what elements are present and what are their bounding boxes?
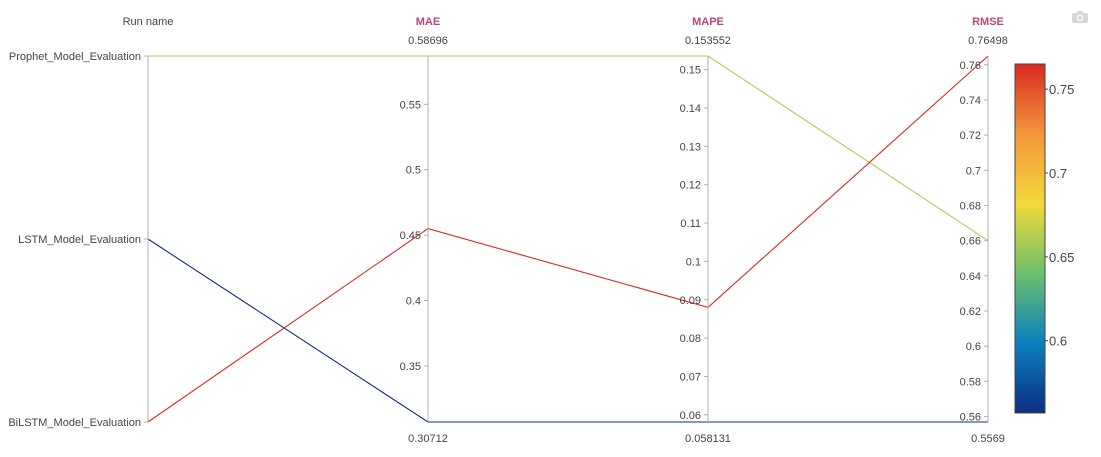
- colorbar-tick-label: 0.75: [1049, 82, 1074, 97]
- tick-label: 0.4: [406, 296, 421, 308]
- colorbar-tick-label: 0.65: [1049, 250, 1074, 265]
- tick-label: 0.15: [680, 65, 701, 77]
- range-min-label: 0.5569: [971, 433, 1005, 445]
- tick-label: 0.35: [400, 361, 421, 373]
- tick-label: 0.76: [960, 60, 981, 72]
- series-line-lstm-model-evaluation[interactable]: [147, 238, 988, 423]
- axis-title: MAE: [416, 16, 440, 28]
- tick-label: 0.07: [680, 371, 701, 383]
- tick-label: 0.62: [960, 306, 981, 318]
- range-max-label: 0.58696: [408, 35, 448, 47]
- category-label-lstm-model-evaluation: LSTM_Model_Evaluation: [18, 234, 141, 246]
- axis-run-name[interactable]: Run name Prophet_Model_Evaluation LSTM_Mod…: [8, 16, 173, 429]
- category-label-prophet-model-evaluation: Prophet_Model_Evaluation: [9, 51, 141, 63]
- tick-label: 0.12: [680, 180, 701, 192]
- series-line-prophet-model-evaluation[interactable]: [148, 55, 989, 242]
- tick-label: 0.55: [400, 99, 421, 111]
- tick-label: 0.06: [680, 410, 701, 422]
- tick-label: 0.72: [960, 130, 981, 142]
- tick-label: 0.66: [960, 236, 981, 248]
- range-max-label: 0.76498: [968, 35, 1008, 47]
- tick-label: 0.56: [960, 412, 981, 424]
- tick-label: 0.13: [680, 141, 701, 153]
- tick-label: 0.14: [680, 103, 701, 115]
- colorbar-tick-label: 0.6: [1049, 334, 1067, 349]
- range-min-label: 0.30712: [408, 433, 448, 445]
- camera-icon[interactable]: [1071, 10, 1089, 24]
- category-label-bilstm-model-evaluation: BiLSTM_Model_Evaluation: [8, 417, 141, 429]
- series-line-bilstm-model-evaluation[interactable]: [147, 55, 989, 423]
- tick-label: 0.7: [966, 165, 981, 177]
- tick-label: 0.74: [960, 95, 981, 107]
- axis-mae[interactable]: MAE 0.35 0.4 0.45 0.5 0.55 0.58696 0.30712: [400, 16, 448, 445]
- tick-label: 0.68: [960, 200, 981, 212]
- range-min-label: 0.058131: [685, 433, 731, 445]
- tick-label: 0.09: [680, 295, 701, 307]
- tick-label: 0.5: [406, 165, 421, 177]
- axis-title: RMSE: [972, 16, 1004, 28]
- axis-mape[interactable]: MAPE 0.06 0.07 0.08 0.09 0.1 0.11 0.12 0.13 0.14 0…: [680, 16, 731, 445]
- colorbar-tick-label: 0.7: [1049, 166, 1067, 181]
- axis-title: Run name: [123, 16, 174, 28]
- tick-label: 0.45: [400, 230, 421, 242]
- tick-label: 0.6: [966, 341, 981, 353]
- colorbar-gradient: [1014, 63, 1046, 414]
- axis-rmse[interactable]: RMSE 0.56 0.58 0.6 0.62 0.64 0.66 0.68 0.7 0.72 0.…: [960, 16, 1008, 445]
- tick-label: 0.08: [680, 333, 701, 345]
- tick-label: 0.1: [686, 256, 701, 268]
- axis-title: MAPE: [692, 16, 724, 28]
- range-max-label: 0.153552: [685, 35, 731, 47]
- tick-label: 0.58: [960, 376, 981, 388]
- tick-label: 0.64: [960, 271, 981, 283]
- colorbar: 0.6 0.65 0.7 0.75: [1014, 63, 1074, 414]
- tick-label: 0.11: [680, 218, 701, 230]
